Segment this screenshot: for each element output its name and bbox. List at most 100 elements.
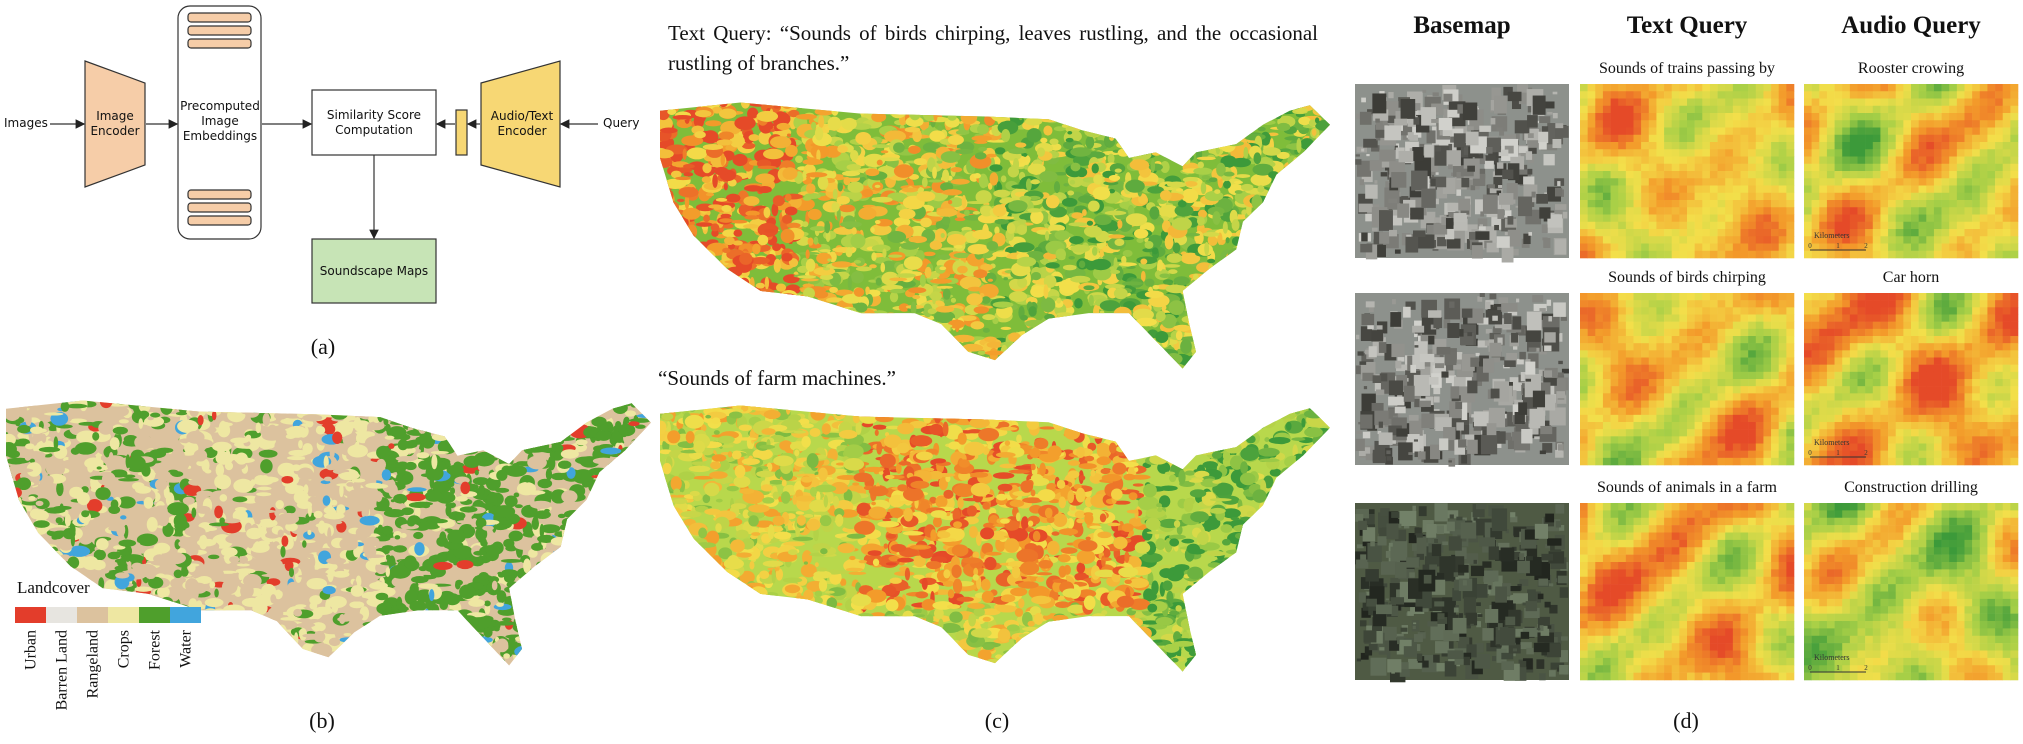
map-texture (384, 659, 406, 666)
map-texture (1295, 226, 1315, 236)
map-texture (1242, 351, 1252, 362)
map-texture (149, 449, 167, 459)
map-texture (1304, 338, 1322, 353)
map-texture (1268, 300, 1274, 309)
map-texture (347, 444, 368, 458)
map-texture (256, 486, 272, 491)
map-texture (364, 505, 370, 517)
map-texture (612, 537, 634, 552)
map-texture (1300, 192, 1310, 206)
map-texture (617, 463, 638, 472)
map-texture (585, 524, 604, 532)
map-texture (293, 608, 303, 617)
map-texture (996, 216, 1015, 220)
map-texture (866, 317, 883, 326)
image-encoder-shape (84, 60, 146, 188)
map-texture (1049, 323, 1066, 334)
map-texture (920, 329, 929, 340)
map-texture (194, 640, 203, 646)
map-texture (1219, 361, 1229, 369)
map-texture (621, 496, 642, 511)
map-texture (972, 210, 981, 215)
map-texture (405, 648, 420, 658)
map-texture (1180, 139, 1199, 150)
map-texture (368, 483, 389, 489)
map-texture (939, 102, 952, 111)
map-texture (561, 490, 578, 504)
map-texture (1213, 328, 1232, 332)
map-texture (457, 624, 464, 640)
map-texture (1186, 305, 1204, 317)
map-texture (458, 424, 467, 428)
map-texture (302, 414, 323, 422)
map-texture (387, 641, 392, 655)
map-texture (633, 588, 639, 595)
map-texture (164, 400, 171, 407)
map-texture (1196, 115, 1208, 121)
map-texture (383, 632, 403, 644)
map-texture (316, 666, 329, 672)
map-texture (1000, 175, 1007, 183)
map-texture (1212, 292, 1220, 307)
map-texture (1283, 192, 1300, 206)
map-texture (903, 108, 921, 115)
map-texture (446, 464, 464, 476)
map-texture (577, 650, 588, 664)
map-texture (660, 341, 680, 349)
map-texture (608, 649, 619, 655)
map-texture (349, 402, 364, 412)
map-texture (389, 654, 395, 661)
map-texture (394, 652, 405, 666)
map-texture (413, 531, 424, 540)
map-texture (350, 585, 364, 597)
map-texture (389, 421, 407, 425)
map-texture (11, 565, 25, 573)
map-texture (6, 603, 15, 611)
map-texture (1316, 276, 1330, 289)
map-texture (600, 612, 610, 619)
map-texture (398, 400, 411, 405)
map-texture (528, 613, 539, 621)
map-texture (780, 289, 798, 303)
map-texture (610, 516, 619, 529)
map-texture (695, 301, 702, 316)
map-texture (1160, 107, 1170, 120)
map-texture (597, 396, 615, 400)
map-texture (687, 253, 709, 264)
map-texture (1206, 332, 1215, 337)
map-texture (83, 472, 101, 476)
map-texture (413, 610, 426, 620)
map-texture (586, 446, 594, 453)
map-texture (1136, 351, 1154, 366)
map-texture (440, 658, 450, 665)
map-texture (644, 613, 651, 620)
map-texture (1314, 151, 1320, 157)
map-texture (36, 565, 56, 570)
map-texture (217, 625, 232, 632)
map-texture (107, 551, 121, 560)
map-texture (230, 659, 250, 666)
map-texture (571, 574, 593, 587)
map-texture (954, 217, 966, 222)
map-texture (386, 634, 400, 644)
map-texture (1242, 230, 1249, 244)
map-texture (1252, 314, 1274, 320)
map-texture (138, 410, 150, 419)
map-texture (873, 320, 885, 327)
map-texture (16, 496, 22, 510)
map-texture (537, 478, 553, 489)
map-texture (18, 519, 23, 527)
map-texture (716, 337, 732, 346)
map-texture (1318, 168, 1329, 183)
map-texture (450, 420, 464, 430)
map-texture (920, 102, 937, 104)
map-texture (510, 643, 520, 647)
map-texture (559, 615, 578, 621)
map-texture (516, 628, 530, 633)
map-texture (55, 565, 69, 571)
map-texture (537, 647, 546, 661)
map-texture (359, 647, 374, 656)
map-texture (660, 200, 680, 214)
map-texture (611, 663, 630, 666)
embedding-bar (187, 202, 252, 213)
